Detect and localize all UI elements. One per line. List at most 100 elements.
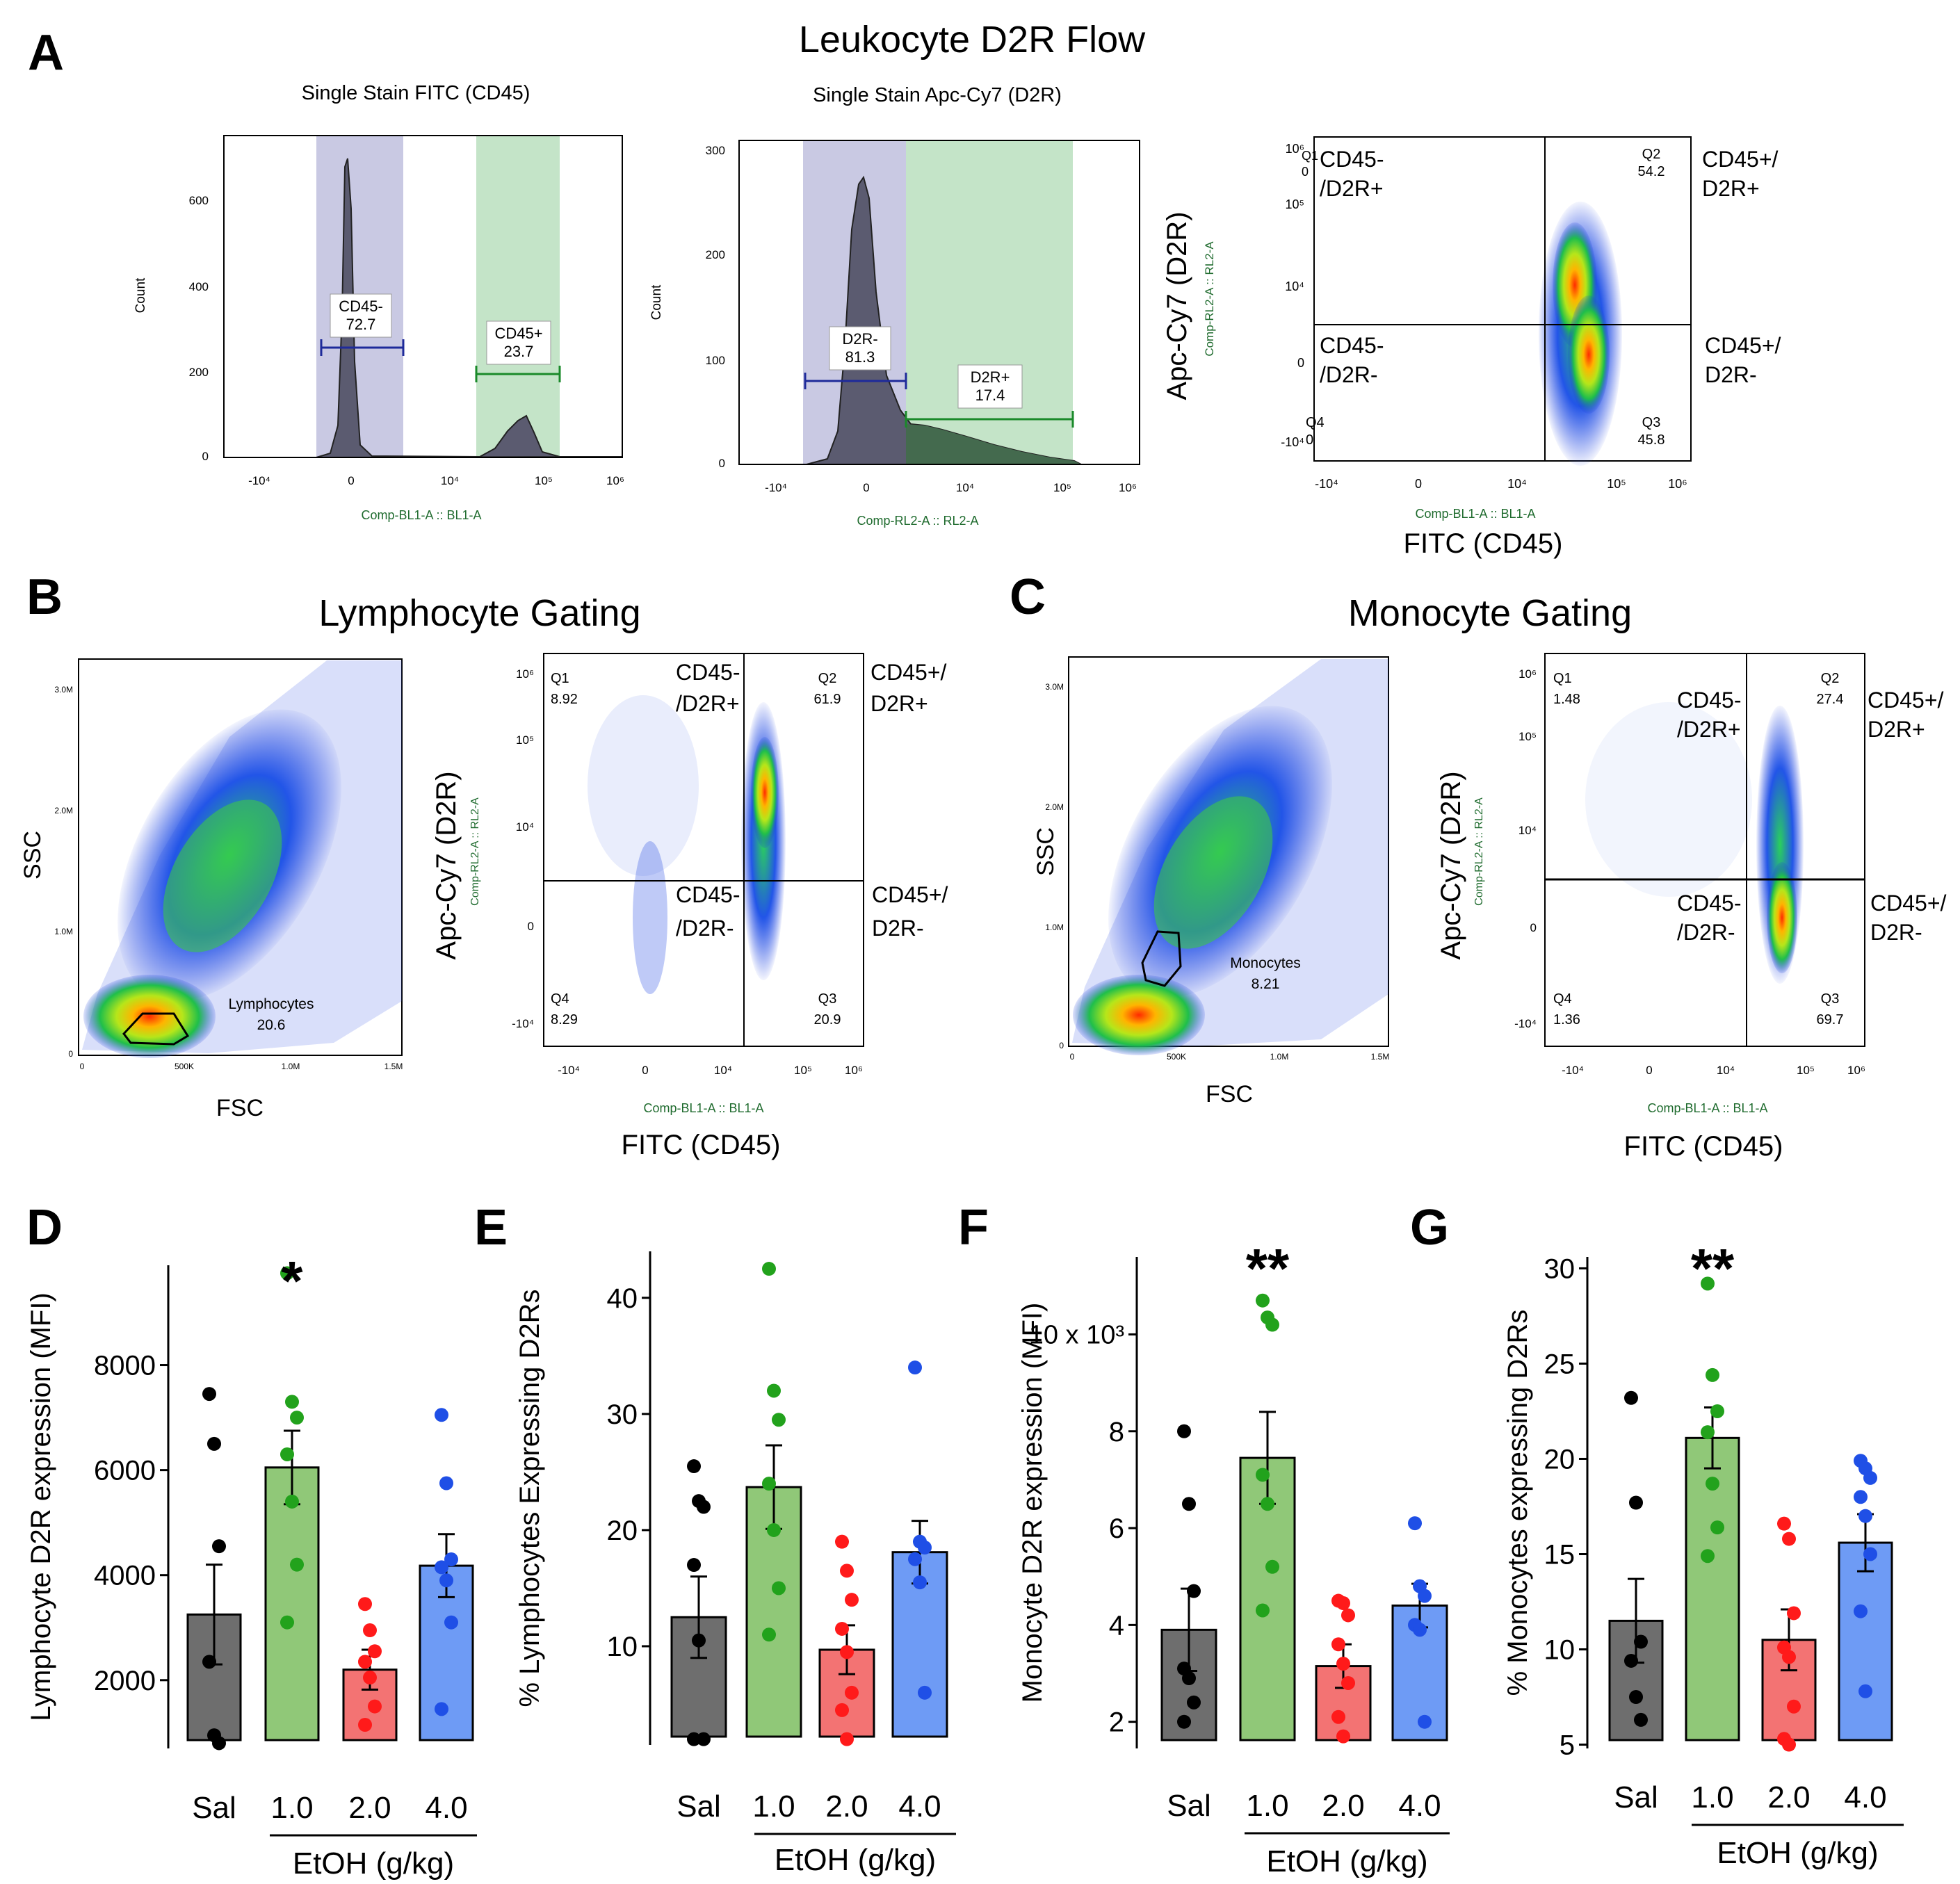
- data-point: [1777, 1516, 1791, 1531]
- scatter-b-sparse: [633, 841, 667, 994]
- scatter-c-lr-label: D2R-: [1870, 920, 1922, 945]
- hist1-ylabel: Count: [133, 277, 148, 313]
- scatter-a-xtick: 10⁵: [1607, 477, 1626, 491]
- fsc-c-ytick: 1.0M: [1045, 923, 1064, 932]
- scatter-b-q2-value: 61.9: [814, 692, 841, 707]
- hist1-xtick: 10⁴: [441, 474, 459, 487]
- y-tick-label: 8000: [94, 1351, 156, 1381]
- scatter-c-xlabel: FITC (CD45): [1624, 1131, 1783, 1162]
- scatter-a-xtick: -10⁴: [1315, 477, 1338, 491]
- data-point: [444, 1615, 458, 1630]
- hist1-xtick: 10⁵: [535, 474, 553, 487]
- data-point: [1858, 1509, 1872, 1523]
- scatter-c-xtick: 0: [1646, 1064, 1652, 1077]
- y-tick-label: 25: [1544, 1349, 1576, 1379]
- scatter-a: 10⁶ 10⁵ 10⁴ 0 -10⁴ -10⁴ 0 10⁴ 10⁵ 10⁶ Ap…: [1162, 136, 1781, 559]
- data-point: [1408, 1516, 1422, 1531]
- scatter-a-ul-label: /D2R+: [1320, 176, 1384, 201]
- hist1-ytick: 600: [189, 194, 209, 207]
- y-tick-label: 5: [1560, 1730, 1575, 1761]
- scatter-a-ll-label: CD45-: [1320, 333, 1384, 358]
- fsc-b-xtick: 0: [80, 1062, 85, 1071]
- scatter-a-frame: [1313, 136, 1692, 462]
- data-point: [918, 1685, 932, 1700]
- scatter-b-lr-label: CD45+/: [872, 882, 948, 907]
- mono-gate-name: Monocytes: [1230, 955, 1301, 971]
- scatter-b-ll-label: CD45-: [676, 882, 740, 907]
- fsc-b-ytick: 2.0M: [54, 806, 73, 815]
- scatter-b-ur-label: D2R+: [870, 691, 928, 716]
- fsc-c-ytick: 2.0M: [1045, 802, 1064, 812]
- scatter-b-q3-name: Q3: [818, 991, 837, 1007]
- scatter-c-ytick: -10⁴: [1514, 1017, 1537, 1030]
- scatter-c-ll-label: CD45-: [1677, 891, 1741, 916]
- panel-b-title: Lymphocyte Gating: [318, 592, 640, 634]
- hist2-ytick: 200: [706, 248, 725, 261]
- scatter-c-ur-label: D2R+: [1868, 717, 1925, 742]
- category-label: 1.0: [1246, 1789, 1288, 1823]
- scatter-a-ytick: 10⁴: [1285, 279, 1304, 293]
- data-point: [358, 1655, 372, 1669]
- y-tick-label: 8: [1109, 1417, 1124, 1447]
- scatter-a-lr-label: D2R-: [1705, 362, 1757, 387]
- scatter-b-xtick: 10⁵: [794, 1064, 812, 1077]
- scatter-c-ylabel: Apc-Cy7 (D2R): [1436, 771, 1466, 959]
- panel-c-title: Monocyte Gating: [1348, 592, 1632, 634]
- scatter-b-cloud-hot: [751, 737, 779, 848]
- fsc-c-xtick: 1.0M: [1270, 1052, 1289, 1062]
- data-point: [1177, 1424, 1191, 1438]
- monocyte-gate: [1141, 930, 1182, 987]
- data-point: [1854, 1604, 1868, 1618]
- scatter-c-frame: [1544, 653, 1865, 1047]
- data-point: [1265, 1317, 1279, 1332]
- fsc-b-ylabel: SSC: [19, 831, 46, 879]
- hist1-title: Single Stain FITC (CD45): [302, 82, 531, 104]
- scatter-b-q3-value: 20.9: [814, 1012, 841, 1028]
- y-axis-label: % Lymphocytes Expressing D2Rs: [515, 1290, 545, 1707]
- lymphocyte-gate: [122, 1012, 190, 1046]
- data-point: [1710, 1520, 1724, 1535]
- scatter-b-ul-label: /D2R+: [676, 691, 740, 716]
- scatter-b-q2-name: Q2: [818, 671, 837, 686]
- scatter-a-ytick: 10⁵: [1286, 197, 1304, 211]
- data-point: [835, 1703, 849, 1717]
- data-point: [835, 1621, 849, 1636]
- scatter-a-lr-label: CD45+/: [1705, 333, 1781, 358]
- hist2-pos-curve: [906, 424, 1081, 464]
- data-point: [435, 1702, 448, 1716]
- scatter-c-ur-label: CD45+/: [1868, 688, 1944, 713]
- fsc-c-cloud-mid: [1153, 796, 1273, 949]
- data-point: [845, 1593, 859, 1607]
- hist2-neg-gate-value: 81.3: [845, 348, 875, 366]
- hist1-xtick: 10⁶: [606, 474, 624, 487]
- scatter-c-q4-name: Q4: [1553, 991, 1572, 1007]
- category-label: Sal: [677, 1789, 721, 1824]
- scatter-a-xtick: 10⁶: [1668, 477, 1687, 491]
- data-point: [358, 1718, 372, 1732]
- scatter-c-xtick: 10⁵: [1797, 1064, 1815, 1077]
- hist2-pos-gate-label: D2R+: [971, 368, 1010, 386]
- fsc-c-cloud-hot: [1073, 975, 1205, 1055]
- fsc-b-frame: [78, 658, 403, 1056]
- data-point: [435, 1408, 448, 1422]
- scatter-a-xtick: 10⁴: [1507, 477, 1527, 491]
- scatter-b-ul-label: CD45-: [676, 660, 740, 685]
- scatter-b-q4-name: Q4: [551, 991, 569, 1007]
- scatter-b-lr-label: D2R-: [872, 916, 924, 941]
- data-point: [1701, 1549, 1715, 1564]
- data-point: [1418, 1714, 1432, 1729]
- data-point: [285, 1395, 299, 1409]
- fsc-c-xtick: 500K: [1167, 1052, 1186, 1062]
- category-label: 2.0: [1322, 1789, 1364, 1823]
- y-axis-label: Lymphocyte D2R expression (MFI): [26, 1292, 56, 1721]
- hist2-xtick: 0: [863, 481, 869, 494]
- data-point: [363, 1623, 377, 1638]
- group-label: EtOH (g/kg): [293, 1846, 454, 1881]
- data-point: [1336, 1596, 1350, 1611]
- scatter-b-xtick: 10⁶: [845, 1064, 863, 1077]
- data-point: [845, 1685, 859, 1700]
- fsc-b-xtick: 500K: [175, 1062, 194, 1071]
- hist2-ytick: 300: [706, 144, 725, 157]
- scatter-c-lr-label: CD45+/: [1870, 891, 1947, 916]
- scatter-b-q4-value: 8.29: [551, 1012, 578, 1028]
